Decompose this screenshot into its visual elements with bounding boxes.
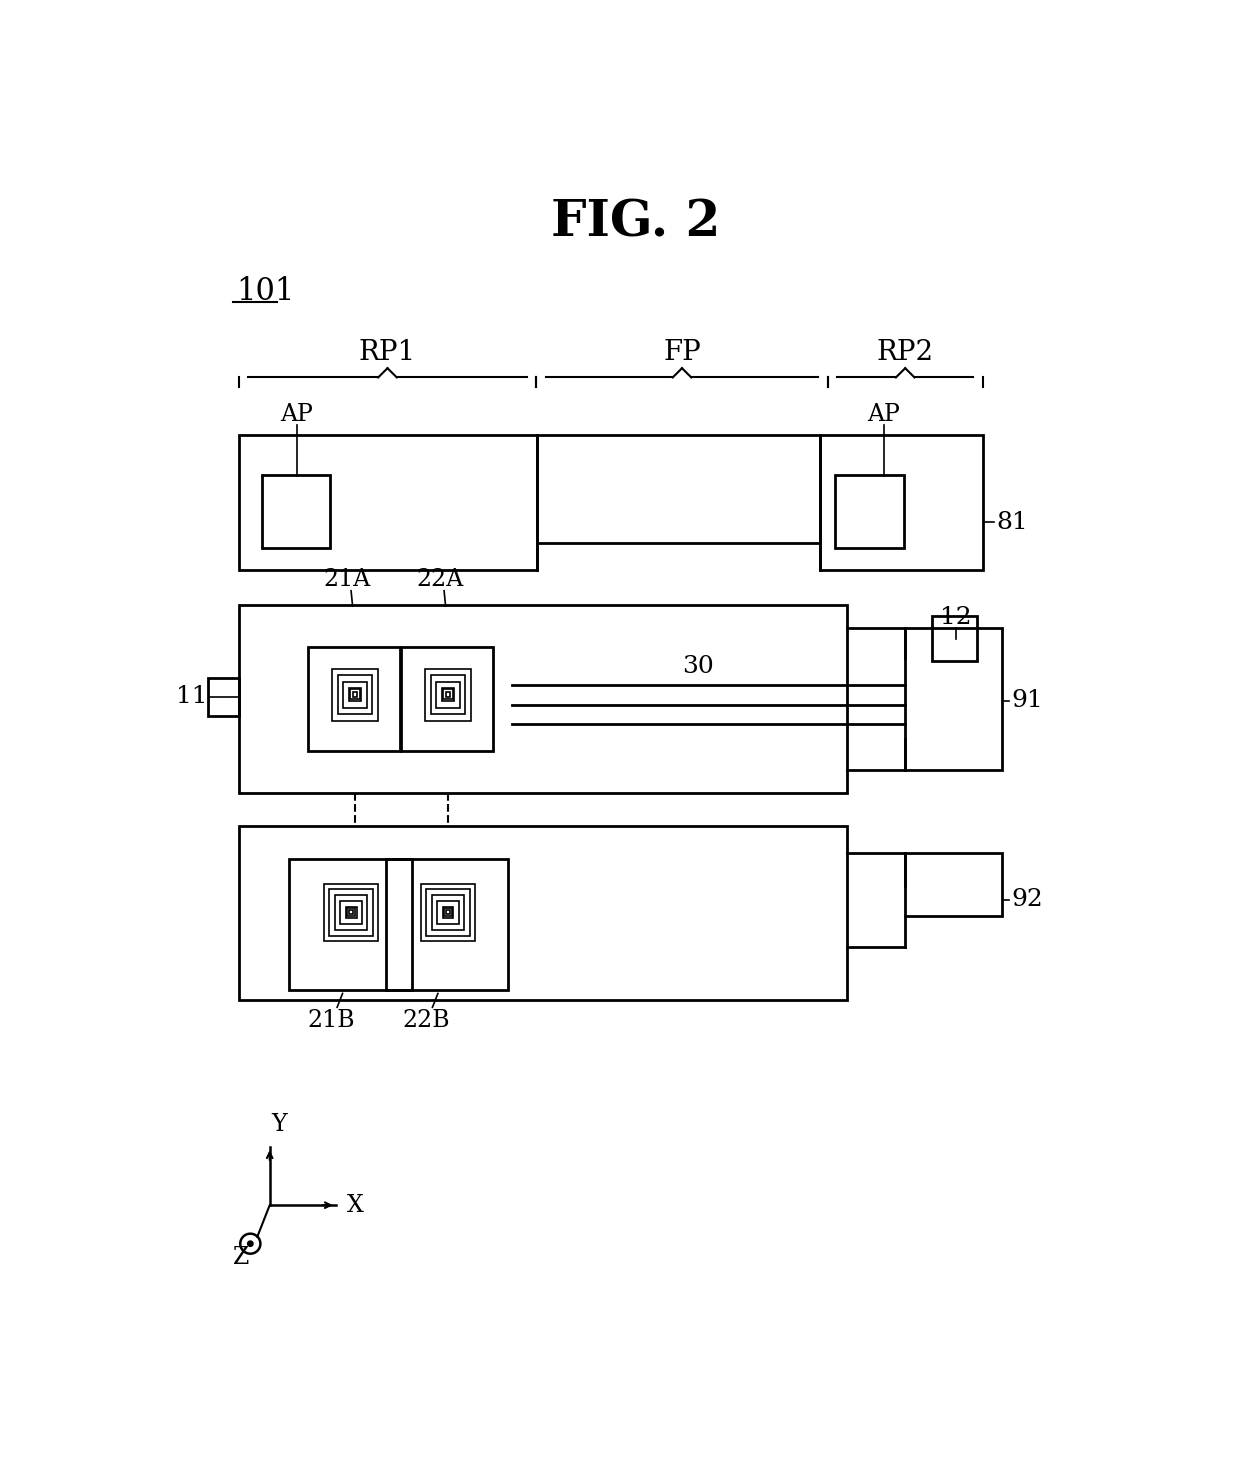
Bar (335, 895, 367, 931)
Text: 22B: 22B (403, 1009, 450, 1032)
Text: 21A: 21A (324, 567, 371, 591)
Bar (262, 476, 330, 548)
Bar (352, 693, 357, 697)
Bar (347, 908, 356, 916)
Bar (402, 647, 494, 750)
Bar (444, 908, 453, 916)
Bar (420, 883, 475, 941)
Bar (931, 616, 977, 660)
Bar (340, 901, 362, 925)
Bar (443, 907, 454, 919)
Text: FIG. 2: FIG. 2 (551, 199, 720, 248)
Text: Y: Y (272, 1112, 286, 1136)
Bar (386, 858, 508, 990)
Bar (207, 678, 238, 716)
Bar (445, 693, 450, 697)
Text: AP: AP (280, 403, 314, 425)
Bar (444, 690, 453, 699)
Bar (430, 675, 465, 715)
Bar (351, 690, 360, 699)
Text: FP: FP (663, 340, 701, 366)
Bar (905, 854, 1002, 916)
Bar (436, 681, 460, 707)
Bar (424, 669, 471, 721)
Text: AP: AP (867, 403, 900, 425)
Bar (343, 681, 367, 707)
Text: X: X (347, 1193, 365, 1217)
Text: RP2: RP2 (877, 340, 934, 366)
Text: 22A: 22A (417, 567, 464, 591)
Bar (350, 688, 361, 702)
Bar (332, 669, 378, 721)
Bar (238, 436, 537, 570)
Bar (432, 895, 464, 931)
Bar (346, 907, 357, 919)
Text: RP1: RP1 (358, 340, 417, 366)
Text: 11: 11 (176, 685, 207, 709)
Text: 81: 81 (996, 511, 1028, 533)
Text: 92: 92 (1012, 888, 1043, 911)
Bar (348, 910, 353, 914)
Bar (905, 628, 1002, 770)
Bar (427, 889, 470, 936)
Text: 12: 12 (940, 606, 971, 629)
Text: 91: 91 (1012, 690, 1043, 712)
Bar (446, 910, 450, 914)
Bar (443, 688, 454, 702)
Text: 101: 101 (237, 276, 295, 307)
Text: 30: 30 (682, 654, 713, 678)
Bar (324, 883, 378, 941)
Bar (330, 889, 373, 936)
Circle shape (248, 1241, 253, 1247)
Bar (438, 901, 459, 925)
Bar (289, 858, 412, 990)
Text: Z: Z (233, 1247, 249, 1269)
Text: 21B: 21B (308, 1009, 356, 1032)
Bar (309, 647, 399, 750)
Bar (238, 826, 847, 1000)
Bar (820, 436, 982, 570)
Bar (836, 476, 904, 548)
Bar (238, 604, 847, 793)
Bar (337, 675, 372, 715)
